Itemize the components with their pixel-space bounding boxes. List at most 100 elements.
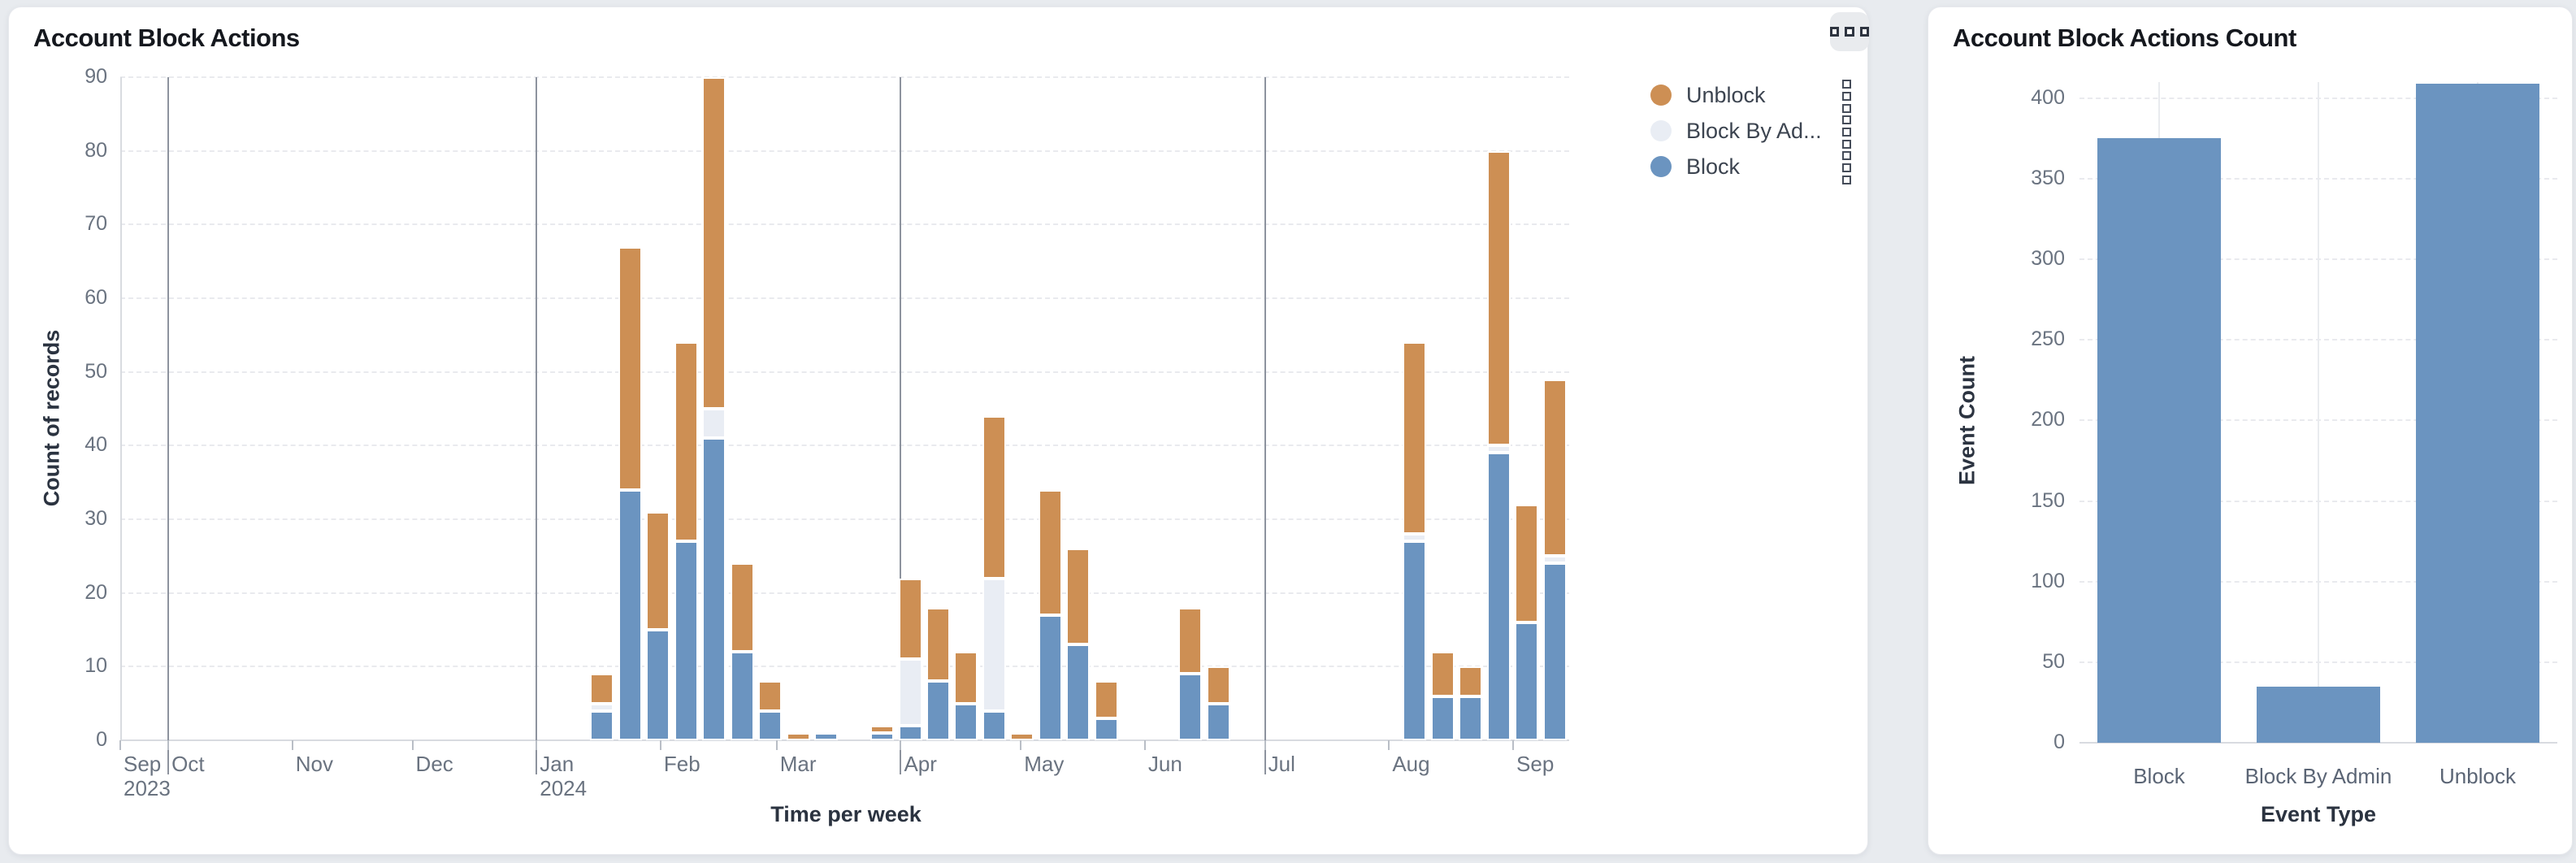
legend-label: Unblock — [1686, 82, 1766, 107]
bar-segment-block[interactable] — [1094, 718, 1118, 740]
bar-segment-block[interactable] — [674, 541, 698, 740]
month-label: Nov — [295, 752, 334, 776]
bar-segment-unblock[interactable] — [646, 511, 670, 630]
gridline — [120, 371, 1569, 373]
bar-segment-block[interactable] — [1178, 674, 1203, 740]
bar-segment-unblock[interactable] — [618, 246, 642, 490]
legend-item-block-by-ad[interactable]: Block By Ad... — [1650, 113, 1833, 149]
bar-segment-unblock[interactable] — [1206, 666, 1230, 704]
bar-segment-block-by-admin[interactable] — [1486, 445, 1511, 453]
y-tick-label: 50 — [2042, 649, 2065, 673]
bar-block[interactable] — [2097, 138, 2221, 743]
x-tick — [291, 740, 293, 750]
bar-segment-unblock[interactable] — [1403, 342, 1427, 535]
bar-segment-unblock[interactable] — [1066, 549, 1091, 645]
bar-segment-block[interactable] — [618, 489, 642, 740]
bar-segment-block[interactable] — [1486, 453, 1511, 740]
bar-segment-block[interactable] — [926, 681, 950, 740]
bar-segment-unblock[interactable] — [954, 652, 978, 704]
bar-segment-block[interactable] — [898, 725, 922, 740]
x-tick — [775, 740, 778, 750]
quarter-gridline — [1264, 77, 1266, 774]
legend-menu-icon[interactable] — [1842, 80, 1851, 113]
gridline — [120, 297, 1569, 299]
card-account-block-actions-count: Account Block Actions Count 0 50 100 150 200… — [1928, 7, 2573, 855]
bar-segment-block[interactable] — [590, 710, 614, 740]
month-label: Sep — [1516, 752, 1555, 776]
x-tick — [1020, 740, 1022, 750]
bar-segment-block[interactable] — [1459, 696, 1483, 740]
legend-menu-icon[interactable] — [1842, 115, 1851, 149]
legend-item-unblock[interactable]: Unblock — [1650, 77, 1833, 113]
card-menu-button[interactable] — [1830, 12, 1869, 51]
ellipsis-squares-icon — [1830, 27, 1840, 37]
legend-menu-icon[interactable] — [1842, 151, 1851, 184]
bar-segment-unblock[interactable] — [1178, 607, 1203, 674]
bar-segment-block-by-admin[interactable] — [1403, 534, 1427, 542]
weekly-stacked-bar-chart: 0 10 20 30 40 50 60 70 80 90 Sep 2023 Oct Nov Dec Jan 20… — [9, 7, 1867, 854]
bar-segment-unblock[interactable] — [786, 732, 810, 740]
bar-segment-block[interactable] — [870, 732, 895, 740]
bar-segment-block-by-admin[interactable] — [590, 703, 614, 711]
x-tick — [1264, 740, 1266, 750]
bar-segment-unblock[interactable] — [1094, 681, 1118, 718]
bar-segment-block-by-admin[interactable] — [982, 578, 1006, 711]
right-chart-title: Account Block Actions Count — [1953, 24, 2296, 52]
category-label-block-by-admin: Block By Admin — [2244, 764, 2392, 788]
bar-segment-block[interactable] — [814, 732, 839, 740]
bar-unblock[interactable] — [2416, 83, 2539, 743]
y-tick-label: 30 — [85, 507, 107, 530]
bar-segment-block[interactable] — [982, 710, 1006, 740]
legend-item-block[interactable]: Block — [1650, 149, 1833, 184]
bar-segment-unblock[interactable] — [674, 342, 698, 542]
bar-segment-unblock[interactable] — [758, 681, 783, 711]
bar-segment-unblock[interactable] — [926, 607, 950, 682]
right-y-axis-title: Event Count — [1954, 356, 1980, 485]
bar-segment-unblock[interactable] — [1459, 666, 1483, 696]
bar-segment-unblock[interactable] — [982, 416, 1006, 579]
bar-segment-block-by-admin[interactable] — [702, 409, 726, 439]
bar-segment-unblock[interactable] — [702, 77, 726, 409]
year-label: 2023 — [124, 776, 171, 800]
bar-segment-block[interactable] — [1430, 696, 1455, 740]
bar-segment-block[interactable] — [758, 710, 783, 740]
x-tick — [900, 740, 902, 750]
bar-segment-block[interactable] — [954, 703, 978, 740]
bar-segment-unblock[interactable] — [1542, 379, 1567, 557]
bar-segment-block[interactable] — [1066, 644, 1091, 740]
bar-segment-unblock[interactable] — [730, 563, 754, 653]
bar-segment-block[interactable] — [1038, 614, 1062, 740]
left-y-axis-title: Count of records — [39, 329, 64, 507]
legend-swatch-unblock — [1650, 85, 1672, 106]
bar-segment-block[interactable] — [646, 630, 670, 740]
month-label: May — [1024, 752, 1065, 776]
bar-block-by-admin[interactable] — [2257, 686, 2380, 743]
bar-segment-unblock[interactable] — [1010, 732, 1034, 740]
month-label: Jun — [1147, 752, 1182, 776]
bar-segment-unblock[interactable] — [1515, 504, 1539, 622]
bar-segment-unblock[interactable] — [898, 578, 922, 660]
bar-segment-block[interactable] — [1542, 563, 1567, 740]
bar-segment-unblock[interactable] — [1038, 489, 1062, 615]
y-tick-label: 60 — [85, 286, 107, 309]
gridline — [120, 518, 1569, 520]
bar-segment-block[interactable] — [1206, 703, 1230, 740]
bar-segment-unblock[interactable] — [1430, 652, 1455, 696]
bar-segment-block-by-admin[interactable] — [1542, 556, 1567, 564]
gridline — [120, 150, 1569, 152]
bar-segment-block[interactable] — [702, 438, 726, 740]
bar-segment-unblock[interactable] — [590, 674, 614, 704]
category-gridline — [2318, 82, 2319, 743]
bar-segment-block[interactable] — [1403, 541, 1427, 740]
category-label-unblock: Unblock — [2439, 764, 2516, 788]
bar-segment-block[interactable] — [1515, 622, 1539, 740]
bar-segment-unblock[interactable] — [870, 725, 895, 733]
legend-swatch-block-by-ad — [1650, 120, 1672, 141]
x-tick — [1388, 740, 1390, 750]
x-tick — [1143, 740, 1146, 750]
bar-segment-block[interactable] — [730, 652, 754, 740]
bar-segment-block-by-admin[interactable] — [898, 659, 922, 726]
quarter-gridline — [167, 77, 170, 774]
bar-segment-unblock[interactable] — [1486, 150, 1511, 446]
month-label: Mar — [779, 752, 817, 776]
